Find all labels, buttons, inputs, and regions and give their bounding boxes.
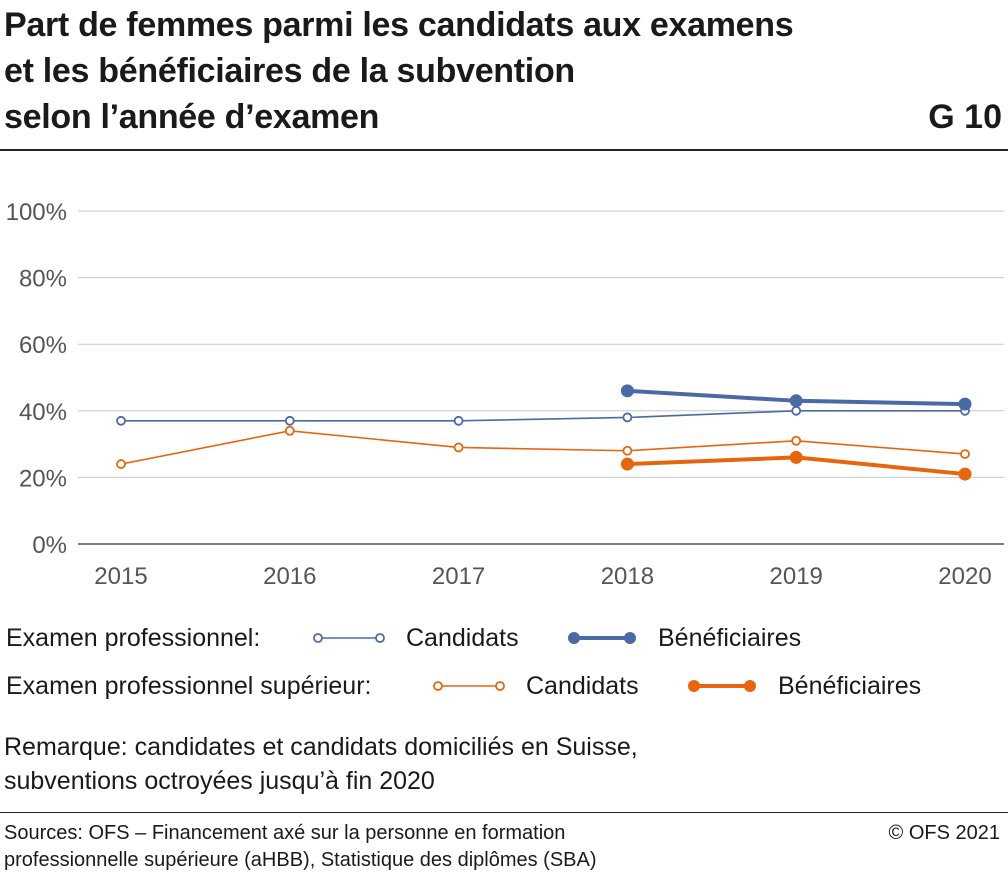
- legend-swatch-ep-candidats: [313, 633, 385, 643]
- legend-group-label: Examen professionnel supérieur:: [6, 672, 372, 700]
- data-point: [958, 397, 972, 411]
- series-line-2: [120, 429, 966, 465]
- y-tick-label: 100%: [6, 199, 67, 226]
- data-point: [453, 415, 464, 426]
- line-chart: 0% 20% 40% 60% 80% 100% 2015 2016 2017 2018 2019 20…: [6, 199, 1004, 590]
- data-point: [284, 415, 295, 426]
- x-tick-label: 2019: [770, 563, 823, 590]
- y-tick-label: 60%: [19, 332, 67, 359]
- x-tick-label: 2016: [263, 563, 316, 590]
- x-tick-label: 2020: [938, 563, 991, 590]
- legend-row-examen-professionnel: Examen professionnel: Candidats Bénéfici…: [6, 618, 1006, 658]
- legend-row-examen-professionnel-superieur: Examen professionnel supérieur: Candidat…: [6, 666, 1006, 706]
- data-point: [284, 425, 295, 436]
- note-line-2: subventions octroyées jusqu’à fin 2020: [4, 767, 435, 795]
- x-tick-label: 2017: [432, 563, 485, 590]
- data-point: [789, 394, 803, 408]
- sources-line-2: professionnelle supérieure (aHBB), Stati…: [4, 849, 597, 871]
- chart-title: Part de femmes parmi les candidats aux e…: [4, 2, 904, 140]
- data-point: [960, 449, 970, 459]
- chart-id: G 10: [928, 98, 1002, 136]
- legend-item-label: Bénéficiaires: [658, 624, 802, 652]
- data-point: [622, 412, 633, 423]
- data-point: [453, 442, 464, 453]
- legend-group-label: Examen professionnel:: [6, 624, 261, 652]
- data-point: [958, 467, 972, 481]
- data-point: [622, 445, 633, 456]
- top-divider: [0, 149, 1008, 151]
- legend-item-label: Bénéficiaires: [778, 672, 922, 700]
- data-point: [620, 384, 634, 398]
- sources-line-1: Sources: OFS – Financement axé sur la pe…: [4, 822, 566, 844]
- sources: Sources: OFS – Financement axé sur la pe…: [4, 820, 597, 874]
- y-tick-label: 80%: [19, 266, 67, 293]
- y-tick-label: 40%: [19, 399, 67, 426]
- chart-note: Remarque: candidates et candidats domici…: [4, 730, 638, 798]
- copyright: © OFS 2021: [888, 822, 1000, 844]
- data-point: [116, 415, 126, 426]
- data-point: [116, 459, 126, 469]
- series-line-0: [120, 409, 966, 422]
- legend-swatch-eps-candidats: [433, 681, 505, 691]
- legend-item-label: Candidats: [406, 624, 519, 652]
- bottom-divider: [0, 812, 1008, 813]
- title-line-3: selon l’année d’examen: [4, 98, 380, 136]
- x-tick-label: 2015: [94, 563, 147, 590]
- title-line-2: et les bénéficiaires de la subvention: [4, 52, 575, 90]
- y-tick-label: 20%: [19, 465, 67, 492]
- note-line-1: Remarque: candidates et candidats domici…: [4, 733, 638, 761]
- y-tick-label: 0%: [32, 532, 67, 559]
- data-point: [789, 450, 803, 464]
- legend-item-label: Candidats: [526, 672, 639, 700]
- title-line-1: Part de femmes parmi les candidats aux e…: [4, 6, 794, 44]
- x-tick-label: 2018: [601, 563, 654, 590]
- data-point: [620, 457, 634, 471]
- legend-swatch-ep-beneficiaires: [568, 632, 636, 644]
- data-point: [791, 405, 802, 416]
- legend-swatch-eps-beneficiaires: [688, 680, 756, 692]
- data-point: [791, 435, 802, 446]
